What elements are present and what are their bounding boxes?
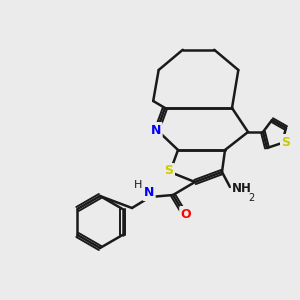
Text: 2: 2 — [248, 193, 254, 203]
Text: N: N — [151, 124, 161, 136]
Text: N: N — [144, 187, 154, 200]
Text: NH: NH — [232, 182, 252, 194]
Text: S: S — [281, 136, 290, 148]
Text: S: S — [164, 164, 173, 178]
Text: O: O — [181, 208, 191, 220]
Text: H: H — [134, 180, 142, 190]
